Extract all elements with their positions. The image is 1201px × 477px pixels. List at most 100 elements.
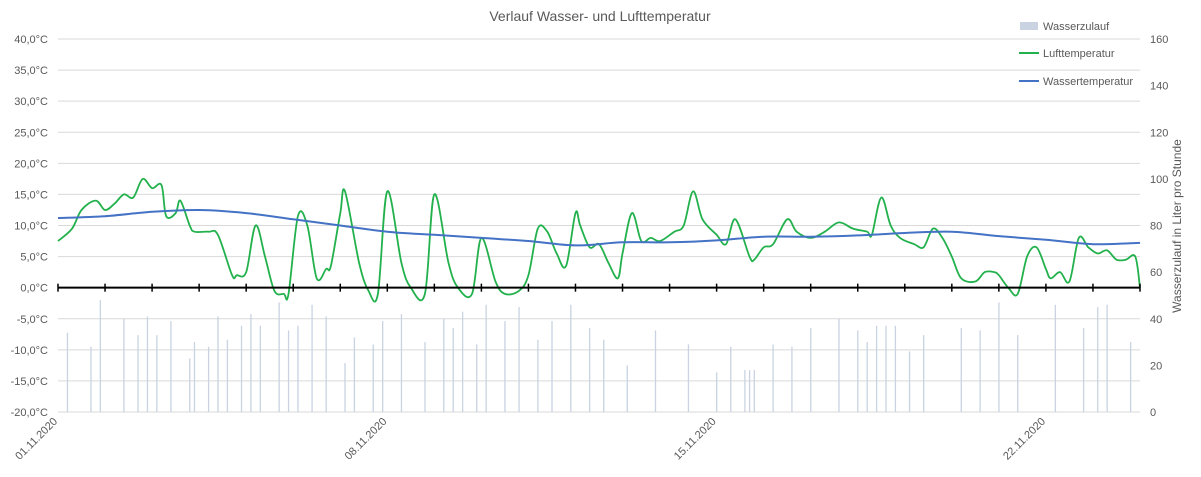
wasserzulauf-bar [452, 328, 454, 412]
wasserzulauf-bar [372, 344, 374, 412]
wasserzulauf-bar [687, 344, 690, 412]
wasserzulauf-bar [810, 328, 812, 412]
wasserzulauf-bar [875, 325, 878, 412]
wasserzulauf-bar [588, 328, 591, 412]
wasserzulauf-bar [716, 372, 718, 412]
legend-label: Lufttemperatur [1043, 48, 1115, 60]
wasserzulauf-bar [730, 346, 732, 412]
wasserzulauf-bar [137, 335, 139, 412]
y-right-tick-label: 80 [1150, 221, 1162, 233]
lufttemperatur-line [57, 177, 1141, 303]
wasserzulauf-bar [923, 335, 925, 412]
wasserzulauf-bar [570, 304, 572, 412]
wasserzulauf-bar [217, 316, 219, 412]
y-left-tick-label: 15,0°C [14, 189, 48, 201]
wasserzulauf-bar [1106, 304, 1108, 412]
zero-axis [57, 283, 1141, 292]
wasserzulauf-bar [654, 330, 657, 412]
wasserzulauf-bar [240, 325, 243, 412]
wasserzulauf-bars [66, 300, 1132, 412]
y-right-tick-label: 0 [1150, 407, 1156, 419]
right-axis-title: Wasserzulauf in Liter pro Stunde [1170, 139, 1184, 313]
legend: Wasserzulauf Lufttemperatur Wassertemperat… [1019, 21, 1133, 88]
y-right-tick-label: 140 [1150, 81, 1168, 93]
wasserzulauf-bar [791, 346, 793, 412]
y-left-tick-label: 5,0°C [20, 252, 48, 264]
wasserzulauf-bar [344, 363, 346, 412]
wasserzulauf-bar [99, 300, 102, 412]
x-tick-label: 08.11.2020 [343, 416, 390, 463]
wasserzulauf-bar [504, 321, 506, 412]
wasserzulauf-bar [325, 316, 327, 412]
y-right-tick-label: 40 [1150, 314, 1162, 326]
x-tick-label: 22.11.2020 [1001, 416, 1048, 463]
y-left-tick-label: -5,0°C [17, 314, 48, 326]
series-lines [57, 177, 1141, 303]
legend-label: Wassertemperatur [1043, 76, 1133, 88]
y-left-tick-label: -15,0°C [11, 376, 48, 388]
wasserzulauf-bar [278, 302, 280, 412]
wasserzulauf-bar [748, 370, 751, 412]
wasserzulauf-bar [382, 321, 384, 412]
wasserzulauf-bar [287, 330, 290, 412]
x-axis-ticks: 01.11.2020 08.11.2020 15.11.2020 22.11.2020 [13, 416, 1048, 463]
y-left-tick-label: 10,0°C [14, 221, 48, 233]
wasserzulauf-bar [207, 346, 210, 412]
wasserzulauf-bar [1082, 328, 1085, 412]
y-left-tick-label: 35,0°C [14, 65, 48, 77]
wasserzulauf-bar [885, 325, 887, 412]
wasserzulauf-bar [485, 304, 487, 412]
y-left-tick-label: 20,0°C [14, 158, 48, 170]
wasserzulauf-bar [1129, 342, 1132, 412]
wasserzulauf-bar [866, 342, 868, 412]
wasserzulauf-bar [250, 314, 252, 412]
wasserzulauf-bar [1054, 304, 1057, 412]
wasserzulauf-bar [259, 325, 261, 412]
wasserzulauf-bar [960, 328, 962, 412]
y-right-tick-label: 100 [1150, 174, 1168, 186]
wasserzulauf-bar [311, 304, 313, 412]
wasserzulauf-bar [66, 332, 69, 412]
gridlines [58, 38, 1140, 413]
wasserzulauf-bar [400, 314, 403, 412]
wasserzulauf-bar [626, 365, 628, 412]
wasserzulauf-bar [603, 339, 605, 412]
wasserzulauf-bar [857, 330, 859, 412]
x-tick-label: 15.11.2020 [672, 416, 719, 463]
y-right-tick-label: 60 [1150, 267, 1162, 279]
wasserzulauf-bar [424, 342, 426, 412]
wasserzulauf-bar [753, 370, 755, 412]
wasserzulauf-bar [894, 325, 897, 412]
wasserzulauf-bar [90, 346, 92, 412]
wasserzulauf-bar [998, 302, 1000, 412]
y-right-tick-label: 160 [1150, 34, 1168, 46]
wasserzulauf-bar [353, 337, 356, 412]
chart-title: Verlauf Wasser- und Lufttemperatur [489, 8, 711, 24]
wasserzulauf-bar [156, 335, 158, 412]
y-right-tick-label: 120 [1150, 127, 1168, 139]
wasserzulauf-bar [193, 342, 196, 412]
wasserzulauf-bar [1017, 335, 1019, 412]
y-left-tick-label: -20,0°C [11, 407, 48, 419]
wasserzulauf-bar [744, 370, 746, 412]
legend-swatch [1020, 22, 1038, 30]
wassertemperatur-line [57, 208, 1141, 247]
wasserzulauf-bar [443, 318, 445, 412]
wasserzulauf-bar [838, 318, 840, 412]
left-axis-ticks: 40,0°C 35,0°C 30,0°C 25,0°C 20,0°C 15,0°C 10,0… [11, 34, 48, 419]
wasserzulauf-bar [146, 316, 149, 412]
y-left-tick-label: 40,0°C [14, 34, 48, 46]
wasserzulauf-bar [189, 358, 191, 412]
wasserzulauf-bar [476, 344, 478, 412]
y-left-tick-label: 25,0°C [14, 127, 48, 139]
wasserzulauf-bar [170, 321, 172, 412]
x-tick-label: 01.11.2020 [13, 416, 60, 463]
wasserzulauf-bar [226, 339, 229, 412]
wasserzulauf-bar [537, 339, 539, 412]
wasserzulauf-bar [297, 325, 299, 412]
wasserzulauf-bar [908, 351, 911, 412]
wasserzulauf-bar [772, 344, 774, 412]
y-left-tick-label: 0,0°C [20, 283, 48, 295]
wasserzulauf-bar [1097, 307, 1099, 412]
y-left-tick-label: 30,0°C [14, 96, 48, 108]
